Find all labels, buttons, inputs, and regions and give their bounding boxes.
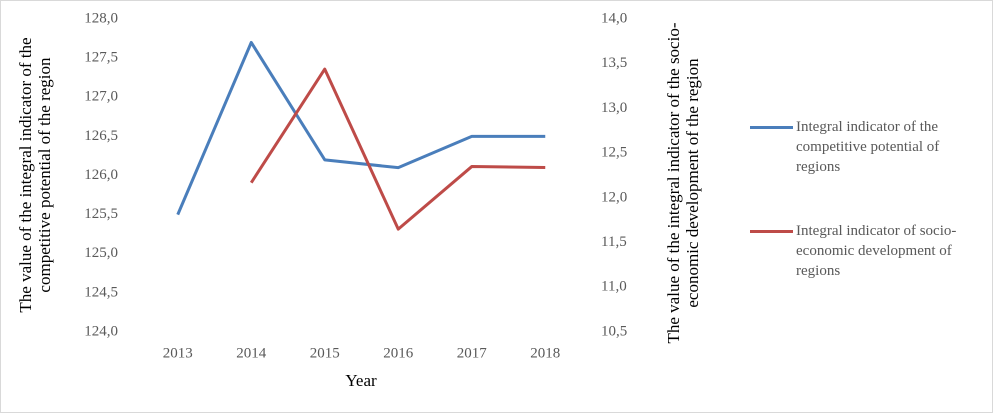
y-tick-label: 127,0 xyxy=(84,89,118,105)
x-axis-title: Year xyxy=(345,371,377,390)
y-tick-label: 124,0 xyxy=(84,323,118,339)
y-tick-label: 127,5 xyxy=(84,50,118,66)
y2-tick-label: 10,5 xyxy=(601,323,627,339)
y2-axis-title: The value of the integral indicator of t… xyxy=(664,22,702,344)
legend-swatch xyxy=(750,126,793,129)
y-tick-label: 125,0 xyxy=(84,245,118,261)
y2-tick-label: 12,0 xyxy=(601,189,627,205)
y2-tick-label: 13,0 xyxy=(601,100,627,116)
y-tick-label: 124,5 xyxy=(84,284,118,300)
y2-tick-label: 13,5 xyxy=(601,55,627,71)
x-tick-label: 2015 xyxy=(310,345,340,361)
y2-tick-label: 11,0 xyxy=(601,279,627,295)
x-tick-label: 2014 xyxy=(236,345,267,361)
legend-item: Integral indicator of the competitive po… xyxy=(750,117,990,177)
legend-item: Integral indicator of socio-economic dev… xyxy=(750,221,990,281)
y-tick-label: 126,5 xyxy=(84,128,118,144)
legend-label: Integral indicator of socio-economic dev… xyxy=(796,223,957,279)
x-tick-label: 2016 xyxy=(383,345,414,361)
series-line xyxy=(176,40,546,216)
x-tick-label: 2018 xyxy=(530,345,560,361)
y-tick-label: 128,0 xyxy=(84,10,118,26)
legend-swatch xyxy=(750,230,793,233)
y-axis-title: The value of the integral indicator of t… xyxy=(16,37,54,313)
y2-tick-label: 14,0 xyxy=(601,10,627,26)
x-tick-label: 2017 xyxy=(457,345,488,361)
y2-tick-label: 11,5 xyxy=(601,234,627,250)
y2-tick-label: 12,5 xyxy=(601,145,627,161)
series-line xyxy=(249,67,546,231)
x-tick-label: 2013 xyxy=(163,345,193,361)
y-tick-label: 126,0 xyxy=(84,167,118,183)
legend-label: Integral indicator of the competitive po… xyxy=(796,119,940,175)
y-tick-label: 125,5 xyxy=(84,206,118,222)
